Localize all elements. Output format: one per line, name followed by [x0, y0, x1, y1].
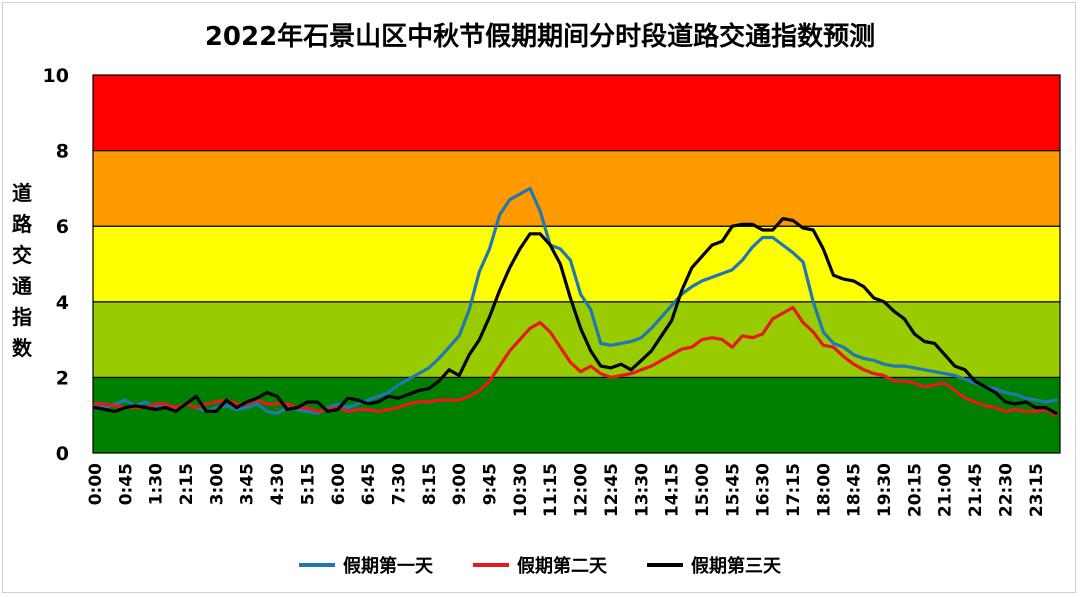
legend-label-day1: 假期第一天 — [343, 556, 433, 577]
band-0 — [92, 376, 1061, 454]
x-tick-label: 20:15 — [905, 463, 925, 517]
x-tick-label: 11:15 — [541, 463, 561, 517]
x-tick-label: 13:30 — [632, 463, 652, 517]
x-tick-label: 2:15 — [177, 463, 197, 505]
x-tick-label: 12:00 — [572, 463, 592, 517]
x-tick-label: 22:30 — [996, 463, 1016, 517]
x-tick-label: 9:00 — [450, 463, 470, 505]
x-tick-label: 12:45 — [602, 463, 622, 517]
x-tick-label: 15:00 — [693, 463, 713, 517]
x-tick-label: 6:00 — [329, 463, 349, 505]
y-axis-ticks: 0 2 4 6 8 10 — [43, 65, 69, 465]
x-tick-label: 1:30 — [147, 463, 167, 505]
series-line-2 — [93, 305, 1058, 417]
legend-item-day2: 假期第二天 — [473, 552, 607, 578]
legend-item-day1: 假期第一天 — [299, 552, 433, 578]
x-tick-label: 21:45 — [966, 463, 986, 517]
x-tick-label: 18:00 — [814, 463, 834, 517]
y-axis-label: 道路交通指数 — [12, 181, 32, 360]
legend-item-day3: 假期第三天 — [647, 552, 781, 578]
x-tick-label: 4:30 — [268, 463, 288, 505]
x-tick-label: 14:15 — [663, 463, 683, 517]
x-tick-label: 6:45 — [359, 463, 379, 505]
series-lines — [93, 186, 1058, 417]
x-tick-label: 5:15 — [298, 463, 318, 505]
x-axis-ticks: 0:00 0:45 1:30 2:15 3:00 3:45 4:30 5:15 6:00 6:45… — [86, 463, 1047, 517]
y-tick-label: 8 — [56, 141, 69, 163]
x-tick-label: 15:45 — [723, 463, 743, 517]
legend-label-day2: 假期第二天 — [517, 556, 607, 577]
x-tick-label: 17:15 — [784, 463, 804, 517]
legend-swatch-day3 — [647, 563, 683, 567]
series-line-3 — [93, 217, 1058, 415]
y-tick-label: 6 — [56, 216, 69, 238]
x-tick-label: 19:30 — [875, 463, 895, 517]
x-tick-label: 18:45 — [845, 463, 865, 517]
x-tick-label: 8:15 — [420, 463, 440, 505]
y-tick-label: 0 — [56, 443, 69, 465]
y-tick-label: 4 — [56, 292, 69, 314]
series-line-1 — [93, 186, 1058, 415]
legend-label-day3: 假期第三天 — [691, 556, 781, 577]
band-2 — [92, 225, 1061, 303]
x-tick-label: 9:45 — [481, 463, 501, 505]
legend-swatch-day1 — [299, 563, 335, 567]
x-tick-label: 16:30 — [754, 463, 774, 517]
legend-swatch-day2 — [473, 563, 509, 567]
legend: 假期第一天 假期第二天 假期第三天 — [0, 552, 1080, 578]
band-3 — [92, 150, 1061, 227]
x-tick-label: 7:30 — [389, 463, 409, 505]
x-tick-label: 21:00 — [936, 463, 956, 517]
x-tick-label: 10:30 — [511, 463, 531, 517]
x-tick-label: 3:00 — [207, 463, 227, 505]
x-tick-label: 23:15 — [1027, 463, 1047, 517]
x-tick-label: 0:00 — [86, 463, 106, 505]
background-bands — [92, 74, 1061, 454]
band-4 — [92, 74, 1061, 152]
chart-title: 2022年石景山区中秋节假期期间分时段道路交通指数预测 — [204, 22, 876, 52]
y-tick-label: 10 — [43, 65, 69, 87]
x-tick-label: 0:45 — [116, 463, 136, 505]
x-tick-label: 3:45 — [238, 463, 258, 505]
y-tick-label: 2 — [56, 367, 69, 389]
